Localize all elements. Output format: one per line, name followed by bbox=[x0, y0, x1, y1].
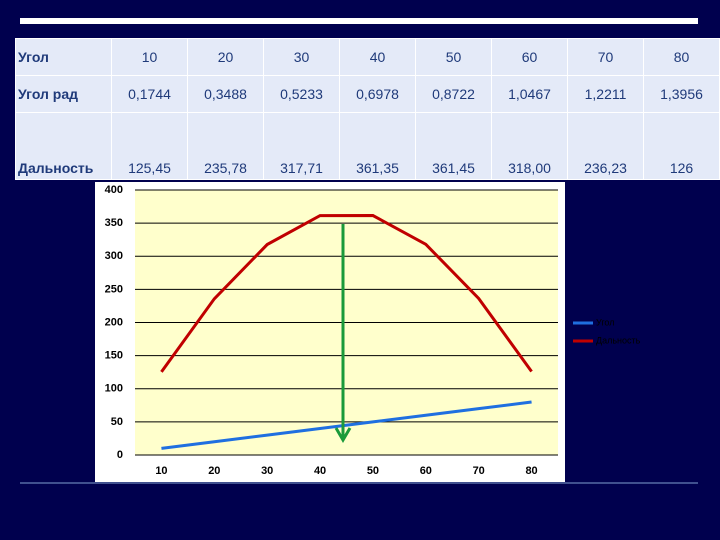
data-table: Угол 10 20 30 40 50 60 70 80 Угол рад 0,1744 0,3488… bbox=[15, 38, 720, 180]
table-cell: 20 bbox=[187, 38, 264, 76]
table-cell: 60 bbox=[491, 38, 568, 76]
table-cell: 50 bbox=[415, 38, 492, 76]
table-cell: 1,2211 bbox=[567, 75, 644, 113]
table-cell: 80 bbox=[643, 38, 720, 76]
x-tick-label: 10 bbox=[155, 465, 167, 477]
x-tick-label: 30 bbox=[261, 465, 273, 477]
x-tick-label: 20 bbox=[208, 465, 220, 477]
table-row: Угол 10 20 30 40 50 60 70 80 bbox=[15, 38, 720, 76]
series-line bbox=[160, 214, 533, 373]
top-bar bbox=[20, 18, 698, 24]
x-tick-label: 40 bbox=[314, 465, 326, 477]
y-tick-label: 0 bbox=[117, 449, 123, 461]
table-cell: 70 bbox=[567, 38, 644, 76]
table-cell: 126 bbox=[643, 112, 720, 180]
row-header: Угол рад bbox=[15, 75, 112, 113]
table-cell: 0,5233 bbox=[263, 75, 340, 113]
y-tick-label: 300 bbox=[105, 250, 123, 262]
table-cell: 0,6978 bbox=[339, 75, 416, 113]
row-header: Угол bbox=[15, 38, 112, 76]
table-cell: 235,78 bbox=[187, 112, 264, 180]
table-cell: 1,0467 bbox=[491, 75, 568, 113]
table-cell: 236,23 bbox=[567, 112, 644, 180]
x-tick-label: 80 bbox=[525, 465, 537, 477]
y-tick-label: 200 bbox=[105, 316, 123, 328]
table-cell: 1,3956 bbox=[643, 75, 720, 113]
table-cell: 10 bbox=[111, 38, 188, 76]
y-tick-label: 400 bbox=[105, 184, 123, 196]
table-cell: 361,35 bbox=[339, 112, 416, 180]
y-tick-label: 50 bbox=[111, 416, 123, 428]
table-cell: 125,45 bbox=[111, 112, 188, 180]
legend-label: Дальность bbox=[596, 335, 641, 345]
row-header: Дальность bbox=[15, 112, 112, 180]
table-cell: 317,71 bbox=[263, 112, 340, 180]
y-tick-label: 100 bbox=[105, 383, 123, 395]
arrow-head bbox=[334, 427, 352, 443]
table-row: Дальность 125,45 235,78 317,71 361,35 361,45 3… bbox=[15, 112, 720, 180]
x-tick-label: 60 bbox=[420, 465, 432, 477]
legend-label: Угол bbox=[596, 317, 614, 327]
table-cell: 318,00 bbox=[491, 112, 568, 180]
table-cell: 30 bbox=[263, 38, 340, 76]
table-cell: 0,1744 bbox=[111, 75, 188, 113]
table-cell: 40 bbox=[339, 38, 416, 76]
x-tick-label: 50 bbox=[367, 465, 379, 477]
table-cell: 361,45 bbox=[415, 112, 492, 180]
y-tick-label: 150 bbox=[105, 350, 123, 362]
table-cell: 0,3488 bbox=[187, 75, 264, 113]
table-cell: 0,8722 bbox=[415, 75, 492, 113]
y-tick-label: 250 bbox=[105, 283, 123, 295]
y-tick-label: 350 bbox=[105, 217, 123, 229]
series-line bbox=[161, 400, 532, 450]
table-row: Угол рад 0,1744 0,3488 0,5233 0,6978 0,8722 1,… bbox=[15, 75, 720, 113]
x-tick-label: 70 bbox=[473, 465, 485, 477]
